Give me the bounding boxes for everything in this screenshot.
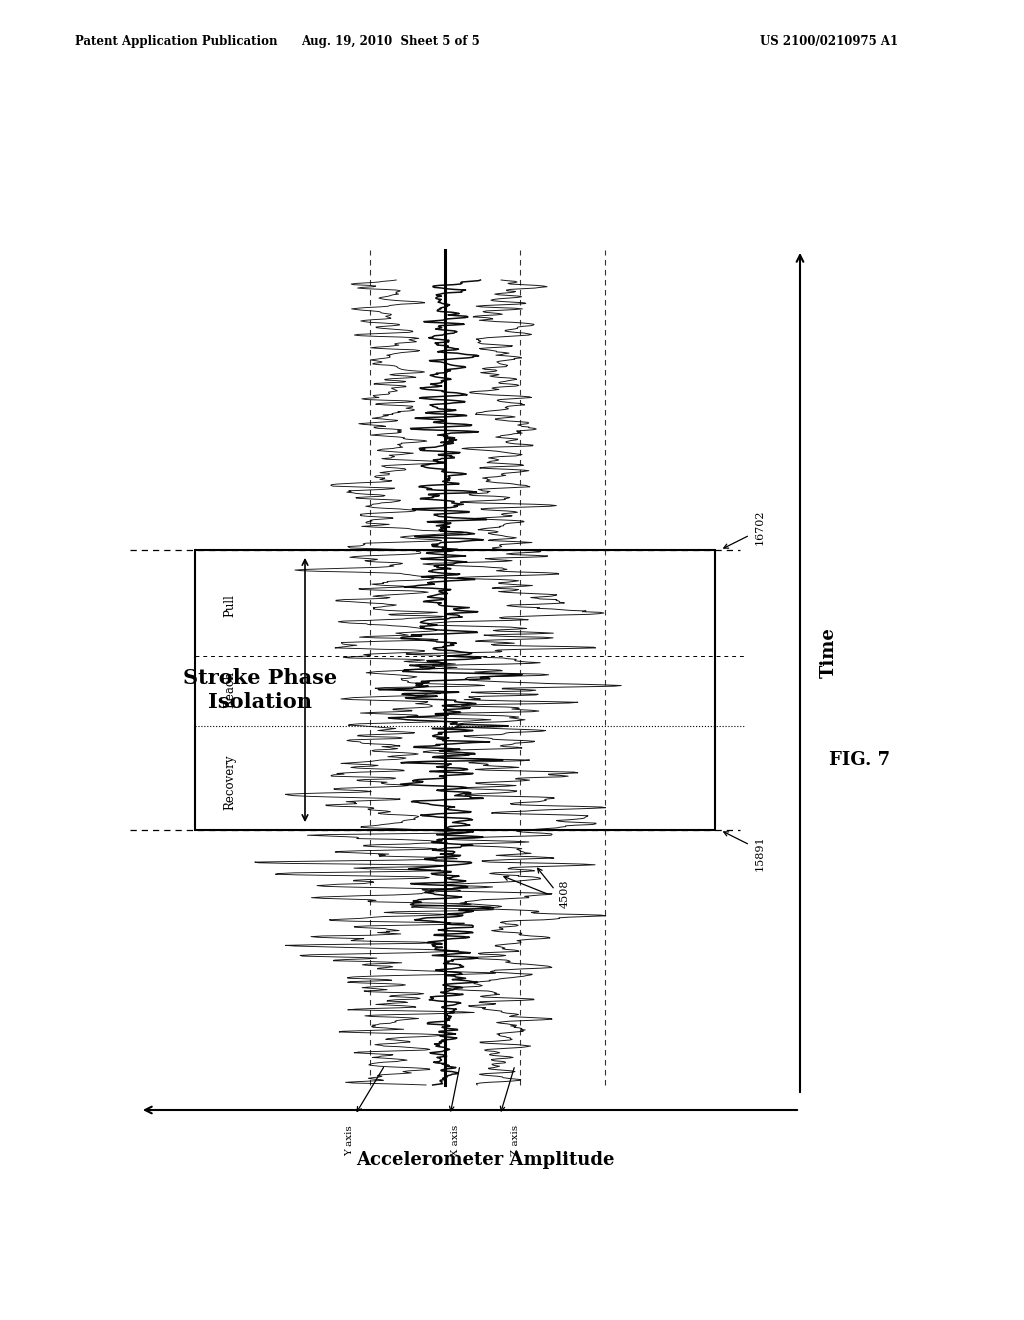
Text: X axis: X axis xyxy=(451,1125,460,1156)
Text: US 2100/0210975 A1: US 2100/0210975 A1 xyxy=(760,36,898,49)
Text: Pull: Pull xyxy=(223,594,236,618)
Text: Reach: Reach xyxy=(223,672,236,709)
Text: 4508: 4508 xyxy=(560,880,570,908)
Text: Accelerometer Amplitude: Accelerometer Amplitude xyxy=(355,1151,614,1170)
Text: Z axis: Z axis xyxy=(511,1125,519,1156)
Text: Stroke Phase
Isolation: Stroke Phase Isolation xyxy=(183,668,337,713)
Text: Recovery: Recovery xyxy=(223,755,236,810)
Bar xyxy=(195,550,715,830)
Text: 15891: 15891 xyxy=(755,836,765,871)
Text: Time: Time xyxy=(820,627,838,678)
Text: FIG. 7: FIG. 7 xyxy=(829,751,891,770)
Text: Patent Application Publication: Patent Application Publication xyxy=(75,36,278,49)
Text: Aug. 19, 2010  Sheet 5 of 5: Aug. 19, 2010 Sheet 5 of 5 xyxy=(301,36,479,49)
Text: Y axis: Y axis xyxy=(345,1125,354,1156)
Text: 16702: 16702 xyxy=(755,510,765,545)
